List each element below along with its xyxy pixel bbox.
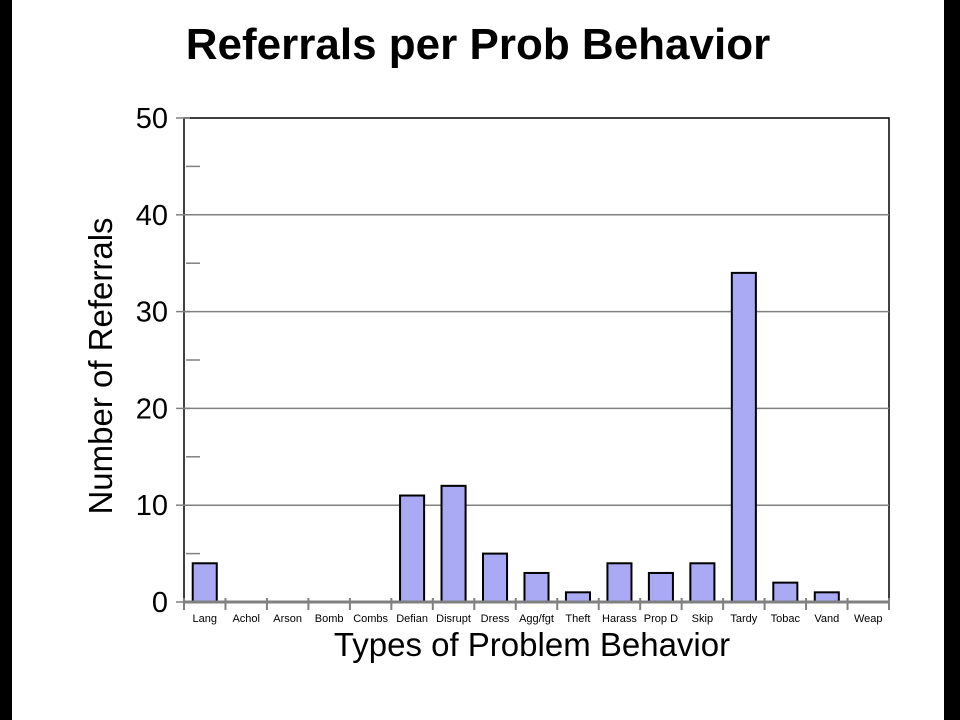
x-tick-label: Prop D xyxy=(644,613,678,625)
x-tick-label: Arson xyxy=(273,613,302,625)
bar-lang xyxy=(191,562,218,604)
x-tick-label: Achol xyxy=(232,613,260,625)
x-tick-label: Dress xyxy=(481,613,510,625)
plot-area xyxy=(183,117,890,603)
x-tick-label: Bomb xyxy=(315,613,344,625)
x-tick-label: Disrupt xyxy=(436,613,471,625)
x-tick-label: Lang xyxy=(192,613,216,625)
bar-agg-fgt xyxy=(523,571,550,604)
x-tick-label: Tobac xyxy=(771,613,801,625)
x-tick-label: Vand xyxy=(814,613,839,625)
x-tick-label: Harass xyxy=(602,613,637,625)
x-tick-label: Skip xyxy=(692,613,713,625)
x-axis-label: Types of Problem Behavior xyxy=(333,626,731,663)
bar-tardy xyxy=(730,271,757,603)
x-tick-label: Agg/fgt xyxy=(519,613,554,625)
chart-title: Referrals per Prob Behavior xyxy=(185,20,771,69)
bar-prop-d xyxy=(647,571,674,604)
x-tick-label: Defian xyxy=(396,613,428,625)
y-axis-label: Number of Referrals xyxy=(82,217,119,515)
x-tick-label: Combs xyxy=(353,613,388,625)
bar-chart: 0 10 20 30 40 50 Lang Achol Arson Bomb Combs Defian… xyxy=(136,103,890,625)
y-tick-label: 50 xyxy=(136,103,168,135)
bar-dress xyxy=(482,552,509,603)
y-tick-label: 20 xyxy=(136,393,168,425)
bar-skip xyxy=(689,562,716,604)
x-tick-label: Tardy xyxy=(730,613,757,625)
x-tick-label: Weap xyxy=(854,613,883,625)
bar-tobac xyxy=(772,581,799,604)
y-tick-label: 40 xyxy=(136,200,168,232)
chart-frame: Referrals per Prob Behavior 0 10 20 30 40 50 L… xyxy=(12,0,944,720)
y-tick-label: 10 xyxy=(136,490,168,522)
x-tick-label: Theft xyxy=(565,613,590,625)
y-tick-label: 0 xyxy=(152,587,168,619)
bar-harass xyxy=(606,562,633,604)
bar-disrupt xyxy=(440,484,467,603)
y-tick-label: 30 xyxy=(136,297,168,329)
bar-defian xyxy=(399,494,426,603)
